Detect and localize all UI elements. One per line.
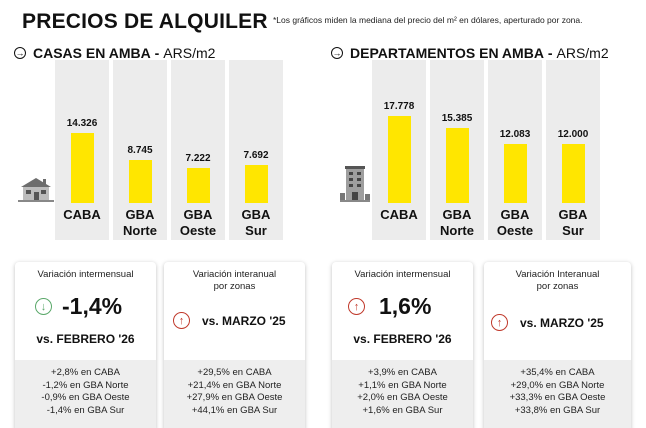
card-zones: +3,9% en CABA +1,1% en GBA Norte +2,0% e… bbox=[332, 360, 473, 428]
bar bbox=[128, 160, 152, 203]
bar-column-bg bbox=[113, 60, 167, 240]
arrow-up-icon: ↑ bbox=[173, 312, 190, 329]
bar bbox=[387, 116, 411, 203]
category-label-line: CABA bbox=[380, 207, 418, 222]
section-title-departamentos: → DEPARTAMENTOS EN AMBA - ARS/m2 bbox=[331, 45, 609, 61]
zone-item: +21,4% en GBA Norte bbox=[187, 379, 282, 391]
section-unit: ARS/m2 bbox=[556, 45, 609, 61]
bar-value-label: 17.778 bbox=[383, 101, 415, 112]
card-zones: +35,4% en CABA +29,0% en GBA Norte +33,3… bbox=[484, 360, 631, 428]
bar-value-label: 7.222 bbox=[185, 153, 211, 164]
arrow-up-icon: ↑ bbox=[491, 314, 508, 331]
section-unit: ARS/m2 bbox=[163, 45, 216, 61]
zone-item: +44,1% en GBA Sur bbox=[191, 404, 278, 416]
category-label-line: GBA bbox=[558, 207, 588, 222]
building-icon bbox=[340, 166, 370, 202]
category-label: GBA Norte bbox=[427, 207, 487, 239]
card-label: Variación intermensual bbox=[37, 269, 134, 280]
bar bbox=[445, 128, 469, 203]
bar-value-label: 12.083 bbox=[499, 129, 531, 140]
bar bbox=[561, 144, 585, 203]
bar-column-bg bbox=[229, 60, 283, 240]
bar bbox=[244, 165, 268, 203]
bar bbox=[186, 168, 210, 203]
category-label-line: Sur bbox=[562, 223, 584, 238]
section-title-text: CASAS EN AMBA bbox=[33, 45, 151, 61]
category-label: GBA Oeste bbox=[168, 207, 228, 239]
arrow-right-icon: → bbox=[14, 47, 26, 59]
section-title-casas: → CASAS EN AMBA - ARS/m2 bbox=[14, 45, 216, 61]
category-label-line: Oeste bbox=[179, 223, 217, 238]
zone-item: +29,0% en GBA Norte bbox=[510, 379, 605, 391]
category-label-line: CABA bbox=[63, 207, 101, 222]
card-deptos-intermensual: Variación intermensual ↑ 1,6% vs. FEBRER… bbox=[332, 262, 473, 428]
zone-item: -1,4% en GBA Sur bbox=[46, 404, 125, 416]
card-label: Variación intermensual bbox=[354, 269, 451, 280]
category-label: CABA bbox=[369, 207, 429, 223]
card-value: 1,6% bbox=[379, 293, 432, 319]
arrow-up-icon: ↑ bbox=[348, 298, 365, 315]
category-label-line: GBA bbox=[442, 207, 472, 222]
zone-item: +27,9% en GBA Oeste bbox=[186, 392, 283, 403]
zone-item: +1,1% en GBA Norte bbox=[358, 379, 447, 391]
category-label-line: GBA bbox=[183, 207, 213, 222]
bar-value-label: 8.745 bbox=[127, 145, 153, 156]
category-label-line: Norte bbox=[123, 223, 157, 238]
bar bbox=[503, 144, 527, 203]
zone-item: +2,0% en GBA Oeste bbox=[357, 392, 448, 403]
card-label: por zonas bbox=[536, 281, 579, 292]
bar-value-label: 15.385 bbox=[441, 113, 473, 124]
zone-item: +29,5% en CABA bbox=[197, 367, 272, 378]
arrow-right-icon: → bbox=[331, 47, 343, 59]
category-label: GBA Sur bbox=[543, 207, 603, 239]
card-zones: +29,5% en CABA +21,4% en GBA Norte +27,9… bbox=[164, 360, 305, 428]
house-icon bbox=[18, 178, 54, 202]
category-label-line: GBA bbox=[241, 207, 271, 222]
zone-item: +33,3% en GBA Oeste bbox=[509, 392, 606, 403]
category-label-line: Sur bbox=[245, 223, 267, 238]
card-comparison: vs. MARZO '25 bbox=[520, 315, 604, 330]
card-value: -1,4% bbox=[62, 293, 123, 319]
card-label: por zonas bbox=[213, 281, 256, 292]
category-label-line: Norte bbox=[440, 223, 474, 238]
zone-item: -1,2% en GBA Norte bbox=[42, 379, 129, 391]
zone-item: +3,9% en CABA bbox=[368, 367, 437, 378]
zone-item: +1,6% en GBA Sur bbox=[362, 404, 443, 416]
bar-value-label: 12.000 bbox=[557, 129, 589, 140]
card-deptos-interanual: Variación Interanual por zonas ↑ vs. MAR… bbox=[484, 262, 631, 428]
category-label: GBA Oeste bbox=[485, 207, 545, 239]
category-label-line: GBA bbox=[125, 207, 155, 222]
bar-value-label: 14.326 bbox=[66, 118, 98, 129]
zone-item: +33,8% en GBA Sur bbox=[514, 404, 601, 416]
category-label-line: Oeste bbox=[496, 223, 534, 238]
card-label: Variación interanual bbox=[192, 269, 277, 280]
card-comparison: vs. MARZO '25 bbox=[202, 313, 286, 328]
card-comparison: vs. FEBRERO '26 bbox=[36, 332, 135, 346]
footnote: *Los gráficos miden la mediana del preci… bbox=[273, 15, 583, 25]
category-label: GBA Sur bbox=[226, 207, 286, 239]
page-title: PRECIOS DE ALQUILER bbox=[22, 10, 268, 33]
bar-column-bg bbox=[171, 60, 225, 240]
bar bbox=[70, 133, 94, 203]
card-comparison: vs. FEBRERO '26 bbox=[353, 332, 452, 346]
card-casas-interanual: Variación interanual por zonas ↑ vs. MAR… bbox=[164, 262, 305, 428]
card-casas-intermensual: Variación intermensual ↓ -1,4% vs. FEBRE… bbox=[15, 262, 156, 428]
category-label-line: GBA bbox=[500, 207, 530, 222]
card-label: Variación Interanual bbox=[515, 269, 600, 280]
section-title-text: DEPARTAMENTOS EN AMBA bbox=[350, 45, 544, 61]
category-label: GBA Norte bbox=[110, 207, 170, 239]
category-label: CABA bbox=[52, 207, 112, 223]
card-zones: +2,8% en CABA -1,2% en GBA Norte -0,9% e… bbox=[15, 360, 156, 428]
arrow-down-icon: ↓ bbox=[35, 298, 52, 315]
bar-value-label: 7.692 bbox=[243, 150, 269, 161]
zone-item: -0,9% en GBA Oeste bbox=[41, 392, 130, 403]
zone-item: +2,8% en CABA bbox=[51, 367, 120, 378]
zone-item: +35,4% en CABA bbox=[520, 367, 595, 378]
